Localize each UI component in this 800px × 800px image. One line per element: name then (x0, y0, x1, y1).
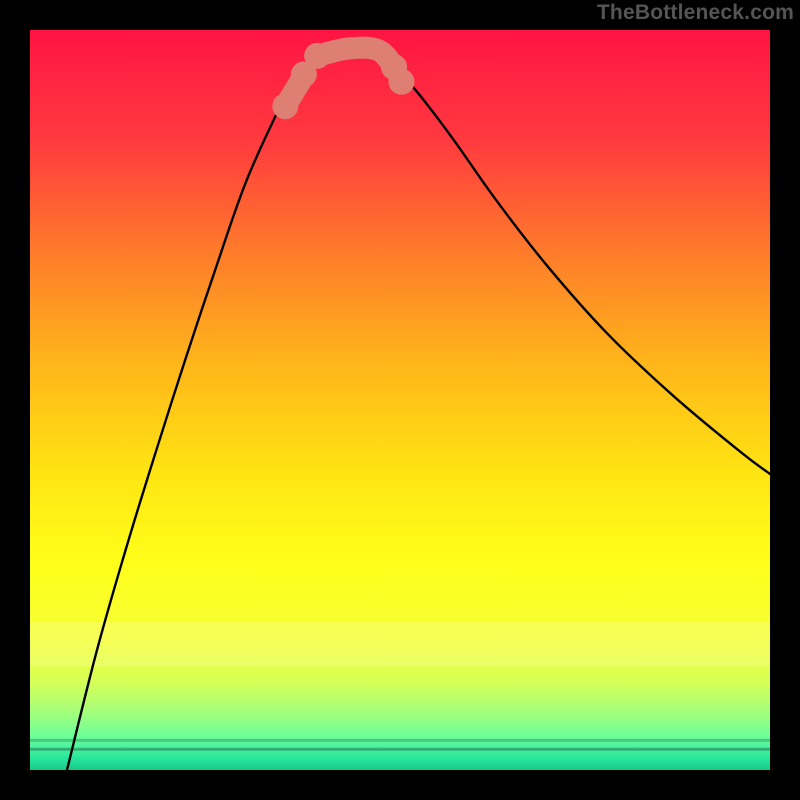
highlight-dot-0 (272, 93, 298, 119)
gradient-band-1 (30, 739, 770, 742)
highlight-dot-4 (388, 69, 414, 95)
highlight-dot-2 (304, 43, 330, 69)
gradient-band-2 (30, 748, 770, 751)
gradient-band-0 (30, 622, 770, 666)
watermark-text: TheBottleneck.com (597, 1, 794, 25)
